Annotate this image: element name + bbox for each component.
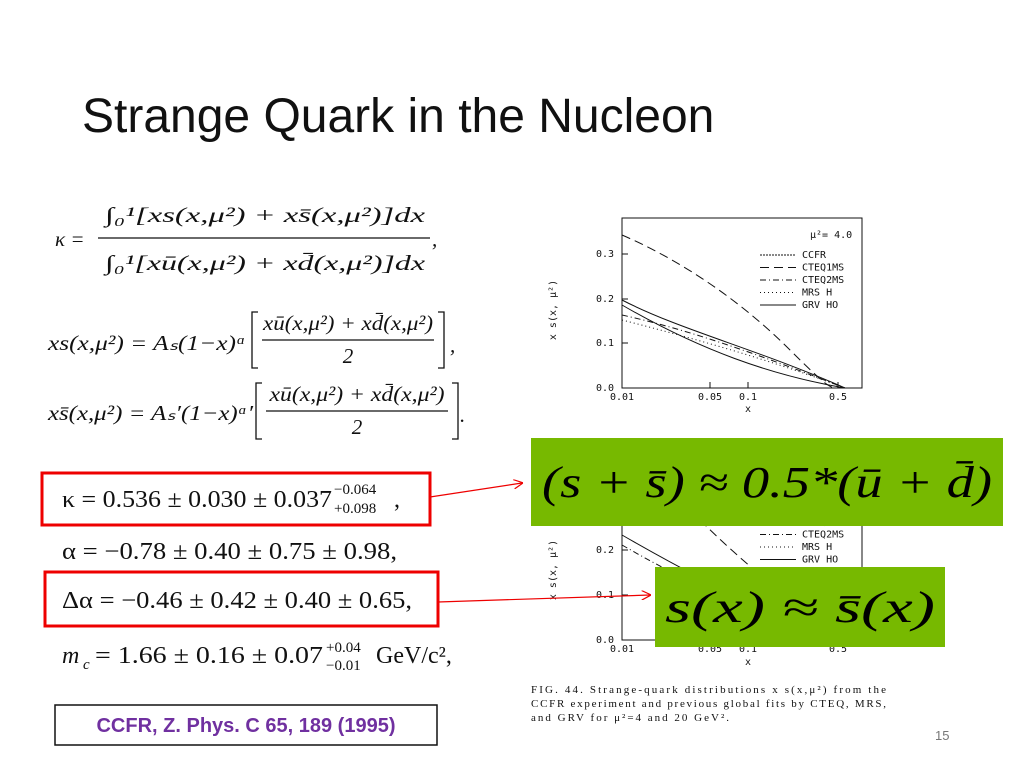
y-tick-label: 0.0 [596, 383, 614, 394]
caption: FIG. 44. Strange-quark distributions x s… [531, 684, 886, 724]
y-tick-label: 0.2 [596, 545, 614, 556]
subscript: −0.01 [326, 658, 361, 674]
bracket [255, 382, 459, 440]
x-axis-label: x [745, 404, 751, 415]
highlight-equation: s(x) ≈ s̄(x) [665, 583, 935, 632]
eq-lhs: κ = [55, 227, 85, 251]
eq-lhs: xs(x,μ²) = Aₛ(1−x)ᵅ [47, 331, 246, 355]
caption-line: and GRV for μ²=4 and 20 GeV². [531, 712, 729, 724]
y-tick-label: 0.2 [596, 294, 614, 305]
y-tick-label: 0.0 [596, 635, 614, 646]
curve [621, 304, 846, 389]
x-tick-label: 0.1 [739, 392, 757, 403]
curve [621, 234, 846, 389]
x-tick-label: 0.1 [739, 644, 757, 655]
highlight-box [655, 567, 945, 647]
x-tick-label: 0.01 [610, 644, 634, 655]
caption-line: FIG. 44. Strange-quark distributions x s… [531, 684, 886, 696]
eq-denominator: 2 [343, 344, 354, 368]
legend-label: CTEQ2MS [802, 275, 844, 286]
subscript: +0.098 [334, 501, 376, 517]
plot: 0.0 0.1 0.2 0.3 0.01 0.05 0.1 0.5 x x s(x, μ²) μ²=… [548, 217, 863, 415]
result-mc: = 1.66 ± 0.16 ± 0.07 [95, 643, 323, 669]
x-axis-label: x [745, 657, 751, 668]
eq-numerator: xū(x,μ²) + xd̄(x,μ²) [262, 311, 433, 335]
citation-box [54, 704, 438, 746]
punctuation: , [394, 487, 400, 513]
arrow [437, 595, 650, 603]
arrow [429, 483, 522, 498]
y-axis-label: x s(x, μ²) [548, 540, 559, 600]
curve [621, 299, 846, 389]
highlight-box [531, 438, 1003, 526]
highlight-frame [40, 471, 432, 527]
x-tick-label: 0.05 [698, 392, 722, 403]
y-tick-label: 0.1 [596, 338, 614, 349]
plot-frame [621, 217, 863, 389]
x-tick-label: 0.05 [698, 644, 722, 655]
result-kappa: κ = 0.536 ± 0.030 ± 0.037 [62, 487, 332, 513]
y-tick-label: 0.1 [596, 590, 614, 601]
annotation: μ²= 4.0 [810, 230, 852, 241]
eq-denominator: ∫₀¹[xū(x,μ²) + xd̄(x,μ²)]dx [102, 251, 426, 276]
unit: GeV/c², [376, 643, 452, 669]
legend-label: MRS H [802, 542, 832, 553]
page-number: 15 [935, 728, 949, 743]
legend-label: MRS H [802, 288, 832, 299]
legend-label: CTEQ2MS [802, 530, 844, 541]
eq-end: . [460, 403, 465, 427]
legend-label: CCFR [802, 250, 827, 261]
bracket [251, 311, 445, 369]
legend-label: GRV HO [802, 300, 838, 311]
citation: CCFR, Z. Phys. C 65, 189 (1995) [96, 715, 395, 737]
eq-end: , [432, 227, 437, 251]
eq-end: , [450, 333, 455, 357]
superscript: +0.04 [326, 640, 361, 656]
highlight-equation: (s + s̄) ≈ 0.5*(ū + d̄) [542, 458, 992, 507]
eq-denominator: 2 [352, 415, 363, 439]
y-axis-label: x s(x, μ²) [548, 280, 559, 340]
eq-lhs: xs̄(x,μ²) = Aₛ′(1−x)ᵅ′ [47, 401, 254, 425]
symbol: m [62, 643, 79, 669]
subscript: c [83, 657, 90, 673]
eq-numerator: ∫₀¹[xs(x,μ²) + xs̄(x,μ²)]dx [102, 203, 426, 228]
curve [621, 314, 846, 389]
x-tick-label: 0.5 [829, 392, 847, 403]
curve [621, 319, 846, 389]
legend-label: GRV HO [802, 555, 838, 566]
highlight-frame [43, 570, 440, 628]
x-tick-label: 0.01 [610, 392, 634, 403]
title: Strange Quark in the Nucleon [82, 90, 714, 143]
legend-label: CTEQ1MS [802, 263, 844, 274]
x-tick-label: 0.5 [829, 644, 847, 655]
superscript: −0.064 [334, 482, 377, 498]
y-tick-label: 0.3 [596, 249, 614, 260]
result-delta-alpha: Δα = −0.46 ± 0.42 ± 0.40 ± 0.65, [62, 588, 412, 614]
caption-line: CCFR experiment and previous global fits… [531, 698, 886, 710]
eq-numerator: xū(x,μ²) + xd̄(x,μ²) [268, 382, 444, 406]
result-alpha: α = −0.78 ± 0.40 ± 0.75 ± 0.98, [62, 539, 397, 565]
